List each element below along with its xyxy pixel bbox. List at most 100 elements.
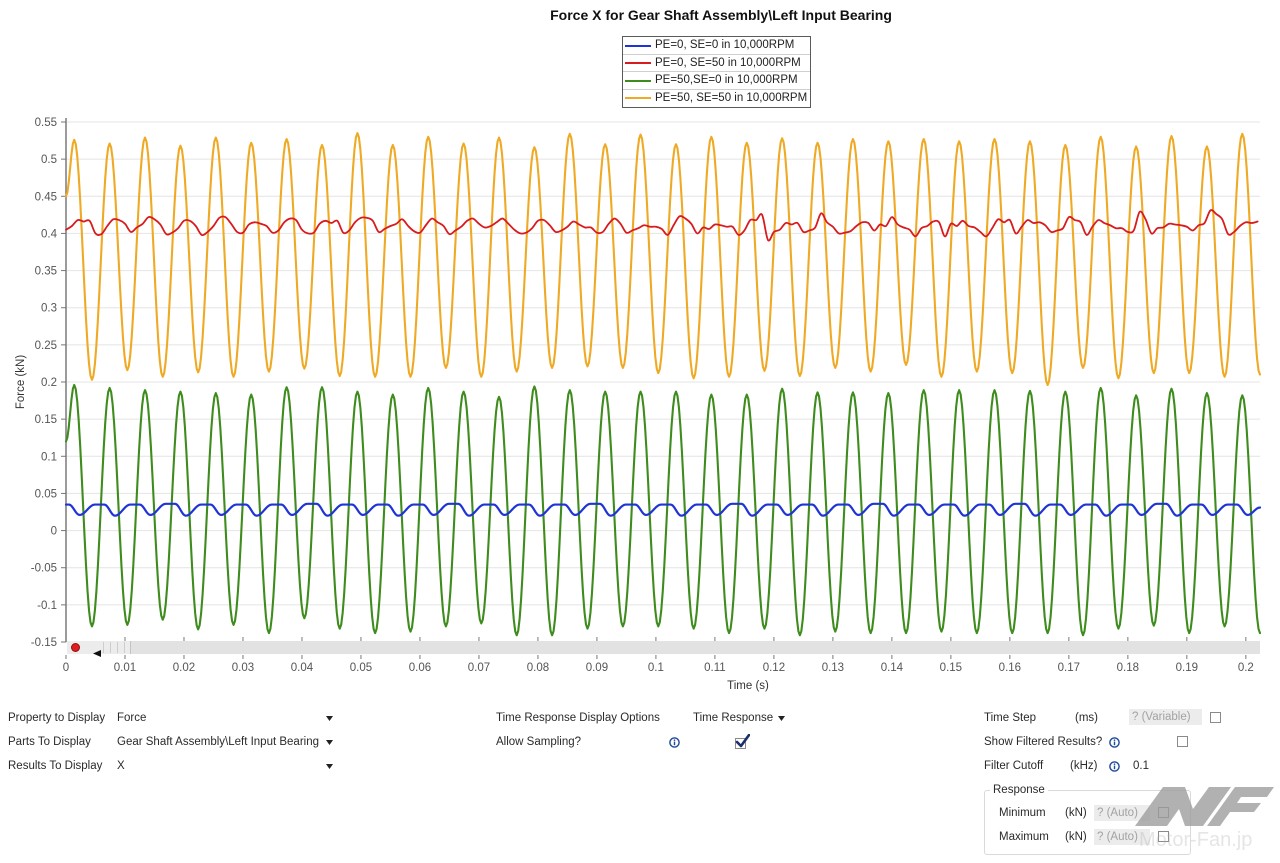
x-tick-label: 0.03 xyxy=(232,662,254,674)
dropdown-value: Gear Shaft Assembly\Left Input Bearing xyxy=(117,736,320,748)
response-minimum-unit: (kN) xyxy=(1065,807,1087,819)
x-tick-label: 0.14 xyxy=(881,662,904,674)
info-icon[interactable] xyxy=(669,737,680,748)
response-group-title: Response xyxy=(990,783,1048,797)
time-step-unit: (ms) xyxy=(1075,712,1098,724)
x-tick-label: 0.02 xyxy=(173,662,195,674)
response-maximum-input[interactable] xyxy=(1094,829,1150,845)
axis-ticks: 0.55 0.5 0.45 0.4 0.35 0.3 0.25 0.2 0.15 0.1 0.05 0… xyxy=(31,117,1254,674)
legend-label: PE=50, SE=50 in 10,000RPM xyxy=(655,91,808,104)
filter-cutoff-unit: (kHz) xyxy=(1070,760,1098,772)
x-tick-label: 0.12 xyxy=(763,662,785,674)
thumb-divider xyxy=(117,642,118,653)
legend-line-swatch xyxy=(625,62,651,64)
allow-sampling-label: Allow Sampling? xyxy=(496,736,582,748)
series-line-pe-0-se-0-in-10-000rpm xyxy=(64,502,1262,517)
timeline-thumb[interactable] xyxy=(67,641,131,654)
x-tick-label: 0.09 xyxy=(586,662,608,674)
legend-line-swatch xyxy=(625,97,651,99)
series-line-pe-0-se-50-in-10-000rpm xyxy=(65,209,1259,242)
time-step-label: Time Step xyxy=(984,712,1036,724)
series-line-pe-50-se-50-in-10-000rpm xyxy=(64,132,1262,387)
x-tick-label: 0.01 xyxy=(114,662,136,674)
y-tick-label: -0.05 xyxy=(31,563,57,575)
parts-to-display-dropdown[interactable]: Gear Shaft Assembly\Left Input Bearing xyxy=(113,734,335,750)
legend-label: PE=0, SE=50 in 10,000RPM xyxy=(655,56,801,69)
dropdown-value: X xyxy=(117,760,125,772)
thumb-divider xyxy=(124,642,125,653)
legend-line-swatch xyxy=(625,79,651,82)
info-icon[interactable] xyxy=(1109,761,1120,772)
y-tick-label: 0.3 xyxy=(41,303,57,315)
response-minimum-input[interactable] xyxy=(1094,805,1150,821)
chevron-down-icon xyxy=(326,740,333,745)
x-tick-label: 0.17 xyxy=(1058,662,1080,674)
y-tick-label: 0.35 xyxy=(35,266,57,278)
time-response-display-options-label: Time Response Display Options xyxy=(496,712,660,724)
step-back-button[interactable] xyxy=(93,644,101,657)
chevron-down-icon xyxy=(326,716,333,721)
parts-to-display-label: Parts To Display xyxy=(8,736,91,748)
filter-cutoff-label: Filter Cutoff xyxy=(984,760,1044,772)
timeline-scrollbar[interactable] xyxy=(67,641,1260,657)
x-tick-label: 0.1 xyxy=(648,662,664,674)
x-tick-label: 0.11 xyxy=(704,662,726,674)
x-tick-label: 0.18 xyxy=(1117,662,1139,674)
thumb-divider xyxy=(103,642,104,653)
allow-sampling-checkbox[interactable] xyxy=(735,734,750,749)
checkmark-icon xyxy=(735,734,750,748)
legend-item[interactable]: PE=50,SE=0 in 10,000RPM xyxy=(623,72,810,90)
y-tick-label: 0.25 xyxy=(35,340,57,352)
watermark-text: Motor-Fan.jp xyxy=(1139,829,1253,851)
x-tick-label: 0.07 xyxy=(468,662,490,674)
triangle-left-icon xyxy=(93,650,101,657)
x-tick-label: 0.16 xyxy=(999,662,1021,674)
show-filtered-results-label: Show Filtered Results? xyxy=(984,736,1103,748)
series-line-pe-50-se-0-in-10-000rpm xyxy=(64,383,1262,637)
x-tick-label: 0 xyxy=(63,662,69,674)
time-step-checkbox[interactable] xyxy=(1210,712,1221,723)
response-minimum-label: Minimum xyxy=(999,807,1046,819)
chevron-down-icon xyxy=(778,716,785,721)
chart-plot: 0.55 0.5 0.45 0.4 0.35 0.3 0.25 0.2 0.15 0.1 0.05 0… xyxy=(31,117,1262,674)
results-to-display-dropdown[interactable]: X xyxy=(113,758,335,774)
y-tick-label: -0.15 xyxy=(31,637,57,649)
red-dot-icon[interactable] xyxy=(71,643,80,652)
legend-line-swatch xyxy=(625,44,651,47)
y-tick-label: 0.15 xyxy=(35,414,57,426)
y-tick-label: 0.1 xyxy=(41,451,57,463)
legend-item[interactable]: PE=0, SE=50 in 10,000RPM xyxy=(623,55,810,72)
legend-item[interactable]: PE=50, SE=50 in 10,000RPM xyxy=(623,90,810,108)
y-tick-label: 0.4 xyxy=(41,228,58,240)
chart-title: Force X for Gear Shaft Assembly\Left Inp… xyxy=(550,7,892,23)
legend-item[interactable]: PE=0, SE=0 in 10,000RPM xyxy=(623,37,810,55)
show-filtered-results-checkbox[interactable] xyxy=(1177,736,1188,747)
y-tick-label: 0.05 xyxy=(35,488,57,500)
dropdown-value: Time Response xyxy=(693,712,774,724)
x-axis-label: Time (s) xyxy=(727,680,769,692)
response-maximum-unit: (kN) xyxy=(1065,831,1087,843)
y-tick-label: -0.1 xyxy=(37,600,57,612)
legend-label: PE=0, SE=0 in 10,000RPM xyxy=(655,39,795,51)
y-axis-label: Force (kN) xyxy=(15,354,27,410)
x-tick-label: 0.19 xyxy=(1176,662,1198,674)
legend-label: PE=50,SE=0 in 10,000RPM xyxy=(655,74,798,86)
chart-legend: PE=0, SE=0 in 10,000RPM PE=0, SE=50 in 1… xyxy=(622,36,811,108)
x-tick-label: 0.13 xyxy=(822,662,844,674)
watermark-logo-icon xyxy=(1135,787,1274,826)
property-to-display-label: Property to Display xyxy=(8,712,106,724)
x-tick-label: 0.15 xyxy=(940,662,962,674)
y-tick-label: 0.5 xyxy=(41,154,57,166)
response-maximum-label: Maximum xyxy=(999,831,1049,843)
x-tick-label: 0.08 xyxy=(527,662,549,674)
y-tick-label: 0 xyxy=(51,526,57,538)
response-maximum-checkbox[interactable] xyxy=(1158,831,1169,842)
filter-cutoff-value[interactable]: 0.1 xyxy=(1133,760,1149,772)
y-tick-label: 0.2 xyxy=(41,377,57,389)
x-tick-label: 0.06 xyxy=(409,662,431,674)
time-response-display-dropdown[interactable]: Time Response xyxy=(689,710,787,726)
property-to-display-dropdown[interactable]: Force xyxy=(113,710,335,726)
info-icon[interactable] xyxy=(1109,737,1120,748)
series-layer xyxy=(64,132,1262,637)
time-step-input[interactable] xyxy=(1129,709,1202,725)
